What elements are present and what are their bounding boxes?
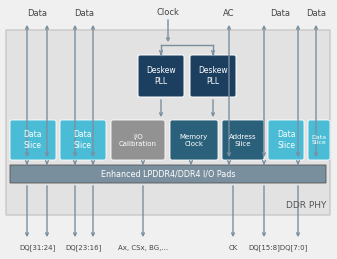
FancyBboxPatch shape (60, 120, 106, 160)
Text: I/O
Calibration: I/O Calibration (119, 133, 157, 147)
Text: Data
Slice: Data Slice (311, 135, 327, 145)
FancyBboxPatch shape (308, 120, 330, 160)
FancyBboxPatch shape (268, 120, 304, 160)
Text: Data: Data (74, 9, 94, 18)
Text: Deskew
PLL: Deskew PLL (146, 66, 176, 86)
Text: CK: CK (228, 245, 238, 251)
Text: Memory
Clock: Memory Clock (180, 133, 208, 147)
FancyBboxPatch shape (222, 120, 264, 160)
Text: Address
Slice: Address Slice (229, 133, 257, 147)
Text: Data
Slice: Data Slice (277, 130, 295, 150)
Text: Enhanced LPDDR4/DDR4 I/O Pads: Enhanced LPDDR4/DDR4 I/O Pads (101, 169, 235, 178)
Text: Data: Data (27, 9, 47, 18)
FancyBboxPatch shape (190, 55, 236, 97)
Text: Data: Data (270, 9, 290, 18)
Text: Data: Data (306, 9, 326, 18)
Text: Deskew
PLL: Deskew PLL (198, 66, 228, 86)
Text: Clock: Clock (157, 8, 179, 17)
Text: Ax, CSx, BG,...: Ax, CSx, BG,... (118, 245, 168, 251)
FancyBboxPatch shape (111, 120, 165, 160)
Text: DDR PHY: DDR PHY (286, 201, 326, 210)
FancyBboxPatch shape (10, 165, 326, 183)
FancyBboxPatch shape (6, 30, 330, 215)
Text: DQ[31:24]: DQ[31:24] (19, 244, 55, 251)
FancyBboxPatch shape (138, 55, 184, 97)
Text: Data
Slice: Data Slice (74, 130, 92, 150)
FancyBboxPatch shape (170, 120, 218, 160)
Text: DQ[15:8]DQ[7:0]: DQ[15:8]DQ[7:0] (248, 244, 308, 251)
FancyBboxPatch shape (10, 120, 56, 160)
Text: AC: AC (223, 9, 235, 18)
Text: DQ[23:16]: DQ[23:16] (66, 244, 102, 251)
Text: Data
Slice: Data Slice (24, 130, 42, 150)
